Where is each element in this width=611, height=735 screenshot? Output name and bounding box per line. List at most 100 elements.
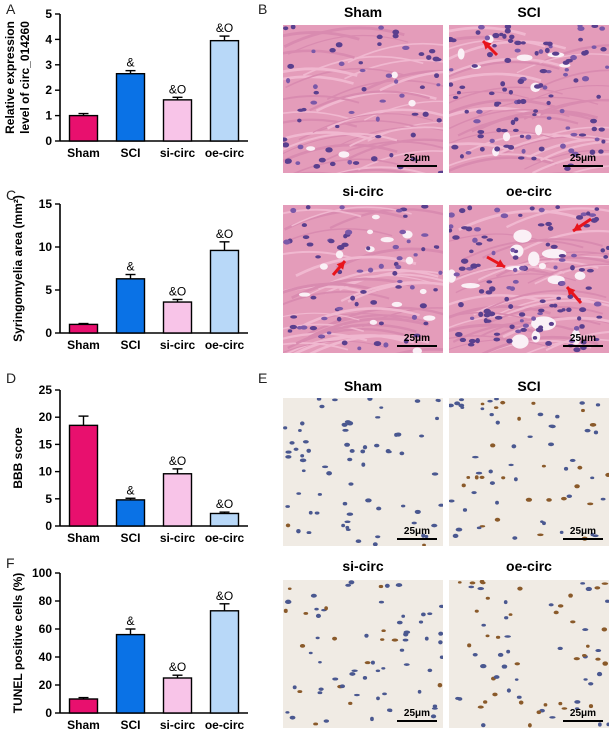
x-tick-label-F: SCI bbox=[120, 718, 140, 732]
y-axis-label-C: Syringomyelia area (mm²) bbox=[11, 195, 25, 342]
panel-label-a: A bbox=[6, 1, 16, 17]
ihc-image-si-circ: 25μm bbox=[283, 580, 443, 728]
y-tick-label-C: 10 bbox=[39, 240, 53, 254]
scale-bar-line bbox=[397, 165, 437, 167]
panel-label-b: B bbox=[258, 1, 267, 17]
scale-bar-label: 25μm bbox=[403, 526, 431, 537]
bar-F-oe-circ bbox=[209, 610, 240, 714]
panel-label-e: E bbox=[258, 370, 267, 386]
significance-mark-F: &O bbox=[169, 660, 186, 674]
chart-a-relative-expression: 0 1 2 3 4 5 Relative expressionlevel of circ_0… bbox=[3, 7, 248, 160]
scale-bar-label: 25μm bbox=[569, 708, 597, 719]
ihc-title-sham: Sham bbox=[343, 378, 383, 394]
x-tick-label-F: Sham bbox=[67, 718, 100, 732]
ihc-texture bbox=[455, 580, 609, 728]
he-texture bbox=[449, 205, 609, 353]
ihc-image-oe-circ: 25μm bbox=[449, 580, 609, 728]
significance-mark-A: &O bbox=[169, 82, 186, 96]
scale-bar: 25μm bbox=[397, 153, 437, 167]
y-tick-label-D: 10 bbox=[39, 465, 53, 479]
scale-bar: 25μm bbox=[563, 153, 603, 167]
scale-bar-label: 25μm bbox=[403, 708, 431, 719]
x-tick-label-C: oe-circ bbox=[205, 338, 245, 352]
bar-A-Sham bbox=[68, 114, 99, 142]
x-tick-label-C: Sham bbox=[67, 338, 100, 352]
scale-bar-line bbox=[563, 538, 603, 540]
significance-mark-F: & bbox=[126, 614, 134, 628]
scale-bar-label: 25μm bbox=[569, 153, 597, 164]
he-image-sci: 25μm bbox=[449, 25, 609, 173]
panel-label-f: F bbox=[6, 555, 15, 571]
chart-f-tunel-positive: 0 20 40 60 80 100 TUNEL positive cells (%) Sham… bbox=[11, 566, 248, 732]
significance-mark-D: & bbox=[126, 483, 134, 497]
bar-A-oe-circ bbox=[209, 39, 240, 142]
bar-A-SCI bbox=[115, 72, 146, 142]
x-tick-label-C: si-circ bbox=[160, 338, 196, 352]
x-tick-label-D: oe-circ bbox=[205, 531, 245, 545]
red-arrowhead-icon bbox=[496, 259, 505, 267]
chart-c-syringomyelia-area: 0 5 10 15 Syringomyelia area (mm²) Sham & SCI&O… bbox=[11, 195, 248, 352]
bar-F-si-circ bbox=[162, 677, 193, 714]
y-tick-label-C: 15 bbox=[39, 197, 53, 211]
y-tick-label-F: 100 bbox=[32, 566, 52, 580]
significance-mark-A: & bbox=[126, 56, 134, 70]
bar-D-SCI bbox=[115, 499, 146, 527]
bar-A-si-circ bbox=[162, 99, 193, 142]
y-axis-label-A: Relative expressionlevel of circ_014260 bbox=[3, 21, 32, 134]
scale-bar-line bbox=[563, 345, 603, 347]
red-arrowhead-icon bbox=[336, 261, 345, 270]
y-tick-label-A: 1 bbox=[45, 109, 52, 123]
he-texture bbox=[449, 25, 609, 173]
chart-d-bbb-score: 0 5 10 15 20 25 BBB score Sham & SCI&O si-circ&O oe… bbox=[11, 383, 248, 545]
scale-bar: 25μm bbox=[397, 526, 437, 540]
ihc-texture bbox=[283, 398, 443, 546]
he-image-si-circ: 25μm bbox=[283, 205, 443, 353]
y-tick-label-D: 25 bbox=[39, 383, 53, 397]
significance-mark-C: & bbox=[126, 260, 134, 274]
x-tick-label-D: Sham bbox=[67, 531, 100, 545]
bar-C-si-circ bbox=[162, 301, 193, 334]
y-tick-label-F: 60 bbox=[39, 622, 53, 636]
panel-label-c: C bbox=[6, 187, 16, 203]
x-tick-label-D: si-circ bbox=[160, 531, 196, 545]
significance-mark-A: &O bbox=[216, 21, 233, 35]
bar-D-si-circ bbox=[162, 473, 193, 527]
bar-C-oe-circ bbox=[209, 249, 240, 334]
he-texture bbox=[283, 205, 443, 353]
y-tick-label-D: 0 bbox=[45, 519, 52, 533]
significance-mark-D: &O bbox=[169, 454, 186, 468]
red-arrowhead-icon bbox=[573, 223, 582, 231]
he-title-sci: SCI bbox=[517, 4, 541, 20]
y-tick-label-A: 0 bbox=[45, 134, 52, 148]
scale-bar: 25μm bbox=[397, 333, 437, 347]
he-title-oe-circ: oe-circ bbox=[506, 183, 552, 199]
ihc-image-sham: 25μm bbox=[283, 398, 443, 546]
scale-bar-line bbox=[397, 345, 437, 347]
y-tick-label-A: 3 bbox=[45, 58, 52, 72]
significance-mark-C: &O bbox=[216, 227, 233, 241]
scale-bar-label: 25μm bbox=[569, 526, 597, 537]
he-title-sham: Sham bbox=[343, 4, 383, 20]
bar-F-SCI bbox=[115, 633, 146, 714]
y-axis-label-F: TUNEL positive cells (%) bbox=[11, 573, 25, 713]
y-tick-label-A: 2 bbox=[45, 83, 52, 97]
ihc-image-sci: 25μm bbox=[449, 398, 609, 546]
significance-mark-F: &O bbox=[216, 589, 233, 603]
y-tick-label-C: 0 bbox=[45, 326, 52, 340]
red-arrowhead-icon bbox=[483, 41, 492, 50]
x-tick-label-C: SCI bbox=[120, 338, 140, 352]
bar-D-oe-circ bbox=[209, 512, 240, 527]
x-tick-label-A: si-circ bbox=[160, 146, 196, 160]
y-tick-label-A: 5 bbox=[45, 7, 52, 21]
y-tick-label-F: 40 bbox=[39, 650, 53, 664]
scale-bar: 25μm bbox=[563, 526, 603, 540]
bar-C-SCI bbox=[115, 278, 146, 334]
x-tick-label-A: Sham bbox=[67, 146, 100, 160]
scale-bar-line bbox=[397, 720, 437, 722]
he-title-si-circ: si-circ bbox=[342, 183, 384, 199]
ihc-title-oe-circ: oe-circ bbox=[506, 558, 552, 574]
he-texture bbox=[283, 25, 443, 173]
he-image-oe-circ: 25μm bbox=[449, 205, 609, 353]
scale-bar-label: 25μm bbox=[569, 333, 597, 344]
